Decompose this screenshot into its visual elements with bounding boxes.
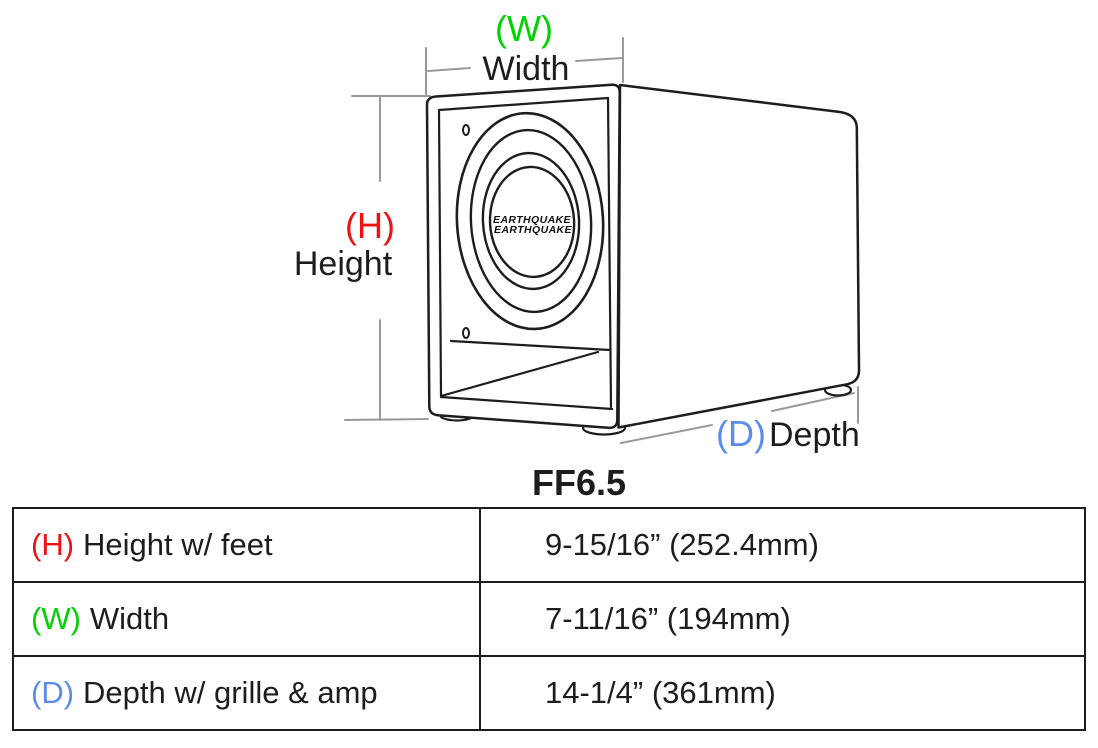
depth-label: Depth (769, 416, 860, 454)
depth-row-label: Depth w/ grille & amp (83, 675, 378, 710)
brand-logo-line2: EARTHQUAKE (494, 224, 572, 236)
woofer-dust-cap (488, 165, 576, 279)
brand-logo-line1: EARTHQUAKE (493, 214, 571, 226)
woofer-driver (455, 111, 605, 331)
table-row-width: (W) Width 7-11/16” (194mm) (12, 581, 1086, 657)
depth-row-code: (D) (31, 675, 75, 710)
height-row-label: Height w/ feet (83, 527, 273, 562)
woofer-outer-ring (455, 111, 605, 331)
table-row-height: (H) Height w/ feet 9-15/16” (252.4mm) (12, 507, 1086, 583)
height-row-value: 9-15/16” (252.4mm) (545, 527, 819, 562)
dimensions-table: (H) Height w/ feet 9-15/16” (252.4mm) (W)… (12, 507, 1086, 731)
screw-top-left (462, 124, 470, 136)
woofer-cone (481, 151, 581, 291)
depth-row-value: 14-1/4” (361mm) (545, 675, 776, 710)
subwoofer-dimension-diagram: EARTHQUAKE EARTHQUAKE (W) Width (H) Heig… (294, 8, 861, 503)
height-row-value-cell: 9-15/16” (252.4mm) (479, 507, 1086, 583)
width-row-value-cell: 7-11/16” (194mm) (479, 581, 1086, 657)
height-code-label: (H) (345, 205, 395, 246)
model-name: FF6.5 (532, 462, 626, 503)
side-panel (617, 83, 861, 429)
front-panel (425, 83, 621, 430)
front-recess (437, 96, 613, 409)
woofer-surround (469, 128, 593, 314)
slot-port (439, 339, 614, 411)
depth-row-label-cell: (D) Depth w/ grille & amp (12, 655, 481, 731)
subwoofer-cabinet: EARTHQUAKE EARTHQUAKE (425, 83, 861, 436)
screw-bottom-left (462, 327, 470, 339)
width-row-value: 7-11/16” (194mm) (545, 601, 791, 636)
width-row-label-cell: (W) Width (12, 581, 481, 657)
width-row-code: (W) (31, 601, 81, 636)
height-row-label-cell: (H) Height w/ feet (12, 507, 481, 583)
width-row-label: Width (89, 601, 170, 636)
depth-row-value-cell: 14-1/4” (361mm) (479, 655, 1086, 731)
baffle-screws (462, 124, 470, 339)
width-code-label: (W) (495, 8, 553, 49)
depth-code-label: (D) (716, 413, 766, 454)
height-row-code: (H) (31, 527, 75, 562)
table-row-depth: (D) Depth w/ grille & amp 14-1/4” (361mm) (12, 655, 1086, 731)
width-label: Width (483, 50, 570, 88)
height-label: Height (294, 245, 393, 283)
